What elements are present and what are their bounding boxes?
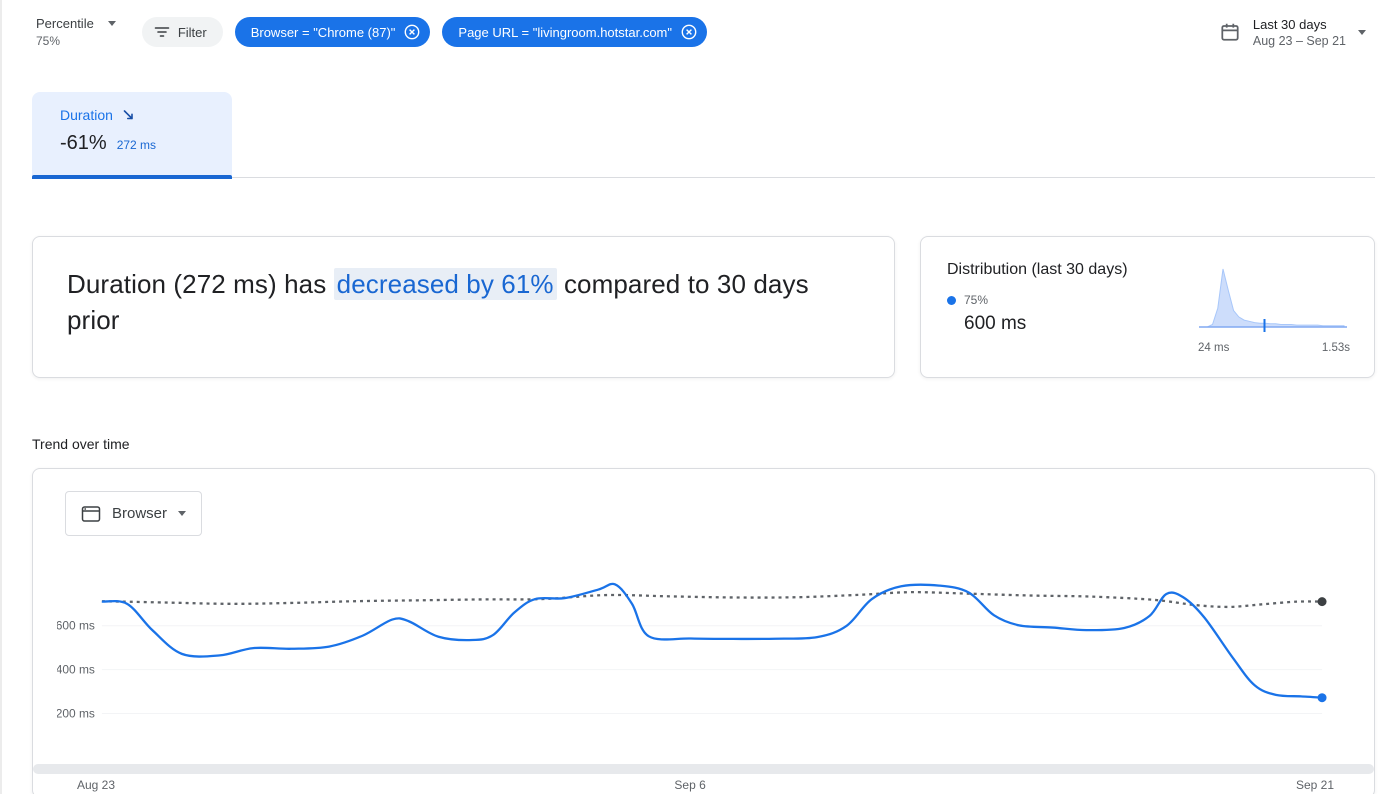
tab-value: 272 ms	[116, 138, 157, 152]
breakdown-selector[interactable]: Browser	[65, 491, 203, 536]
chevron-down-icon	[1358, 29, 1366, 35]
chevron-down-icon	[107, 21, 116, 26]
date-range-title: Last 30 days	[1252, 16, 1327, 32]
filter-chip-page-url[interactable]: Page URL = "livingroom.hotstar.com"	[442, 17, 707, 47]
close-icon[interactable]	[403, 23, 421, 41]
axis-max-label: 1.53s	[1321, 342, 1350, 354]
filter-label: Filter	[177, 24, 207, 40]
trend-card: Browser 600 ms 400 ms 200 ms Aug 23 Sep 6 …	[32, 468, 1375, 794]
metric-tabs: Duration -61% 272 ms	[32, 92, 1375, 179]
x-tick-label: Aug 23	[77, 778, 116, 793]
svg-text:600 ms: 600 ms	[57, 619, 95, 633]
distribution-legend: 75%	[947, 293, 1128, 307]
insight-text-before: Duration (272 ms) has	[67, 269, 327, 299]
trend-x-axis: Aug 23 Sep 6 Sep 21	[33, 778, 1374, 794]
horizontal-scrollbar[interactable]	[33, 764, 1374, 775]
percentile-value: 75%	[36, 34, 61, 48]
chip-label: Browser = "Chrome (87)"	[250, 24, 396, 40]
axis-min-label: 24 ms	[1198, 342, 1230, 354]
legend-label: 75%	[964, 293, 989, 307]
calendar-icon	[1221, 23, 1239, 41]
trending-down-icon	[123, 110, 133, 120]
distribution-title: Distribution (last 30 days)	[947, 261, 1128, 278]
browser-icon	[81, 505, 101, 522]
close-icon[interactable]	[680, 23, 698, 41]
percentile-label: Percentile	[36, 16, 94, 31]
insight-text-after: compared to 30 days prior	[67, 269, 809, 335]
date-range-selector[interactable]: Last 30 days Aug 23 – Sep 21	[1219, 17, 1370, 48]
svg-text:200 ms: 200 ms	[57, 706, 95, 720]
filter-icon	[154, 27, 170, 37]
filter-chip-browser[interactable]: Browser = "Chrome (87)"	[234, 17, 431, 47]
distribution-chart-area: 24 ms 1.53s	[1198, 261, 1350, 377]
percentile-selector[interactable]: Percentile 75%	[36, 16, 116, 48]
breakdown-label: Browser	[112, 505, 168, 522]
tab-delta: -61%	[60, 132, 107, 154]
chip-label: Page URL = "livingroom.hotstar.com"	[458, 24, 672, 40]
tab-duration[interactable]: Duration -61% 272 ms	[32, 92, 232, 179]
topbar: Percentile 75% Filter Browser = "Chrome …	[2, 0, 1400, 60]
legend-dot	[947, 295, 956, 305]
distribution-value: 600 ms	[964, 313, 1027, 334]
insight-highlight: decreased by 61%	[333, 268, 557, 300]
distribution-axis: 24 ms 1.53s	[1198, 342, 1350, 354]
x-tick-label: Sep 6	[674, 778, 706, 793]
chevron-down-icon	[178, 511, 187, 516]
distribution-histogram	[1199, 268, 1347, 332]
x-tick-label: Sep 21	[1295, 778, 1334, 793]
trend-line-chart: 600 ms 400 ms 200 ms	[57, 582, 1327, 720]
distribution-info: Distribution (last 30 days) 75% 600 ms	[947, 261, 1128, 377]
distribution-card: Distribution (last 30 days) 75% 600 ms 2…	[920, 236, 1375, 378]
date-range-value: Aug 23 – Sep 21	[1252, 33, 1346, 48]
trend-section-title: Trend over time	[32, 436, 130, 452]
filter-button[interactable]: Filter	[141, 17, 223, 47]
summary-cards: Duration (272 ms) has decreased by 61% c…	[32, 236, 1375, 378]
date-range-text: Last 30 days Aug 23 – Sep 21	[1253, 17, 1346, 48]
insight-card: Duration (272 ms) has decreased by 61% c…	[32, 236, 895, 378]
svg-text:400 ms: 400 ms	[57, 663, 95, 677]
tab-label: Duration	[60, 107, 113, 123]
insight-text: Duration (272 ms) has decreased by 61% c…	[67, 267, 860, 339]
